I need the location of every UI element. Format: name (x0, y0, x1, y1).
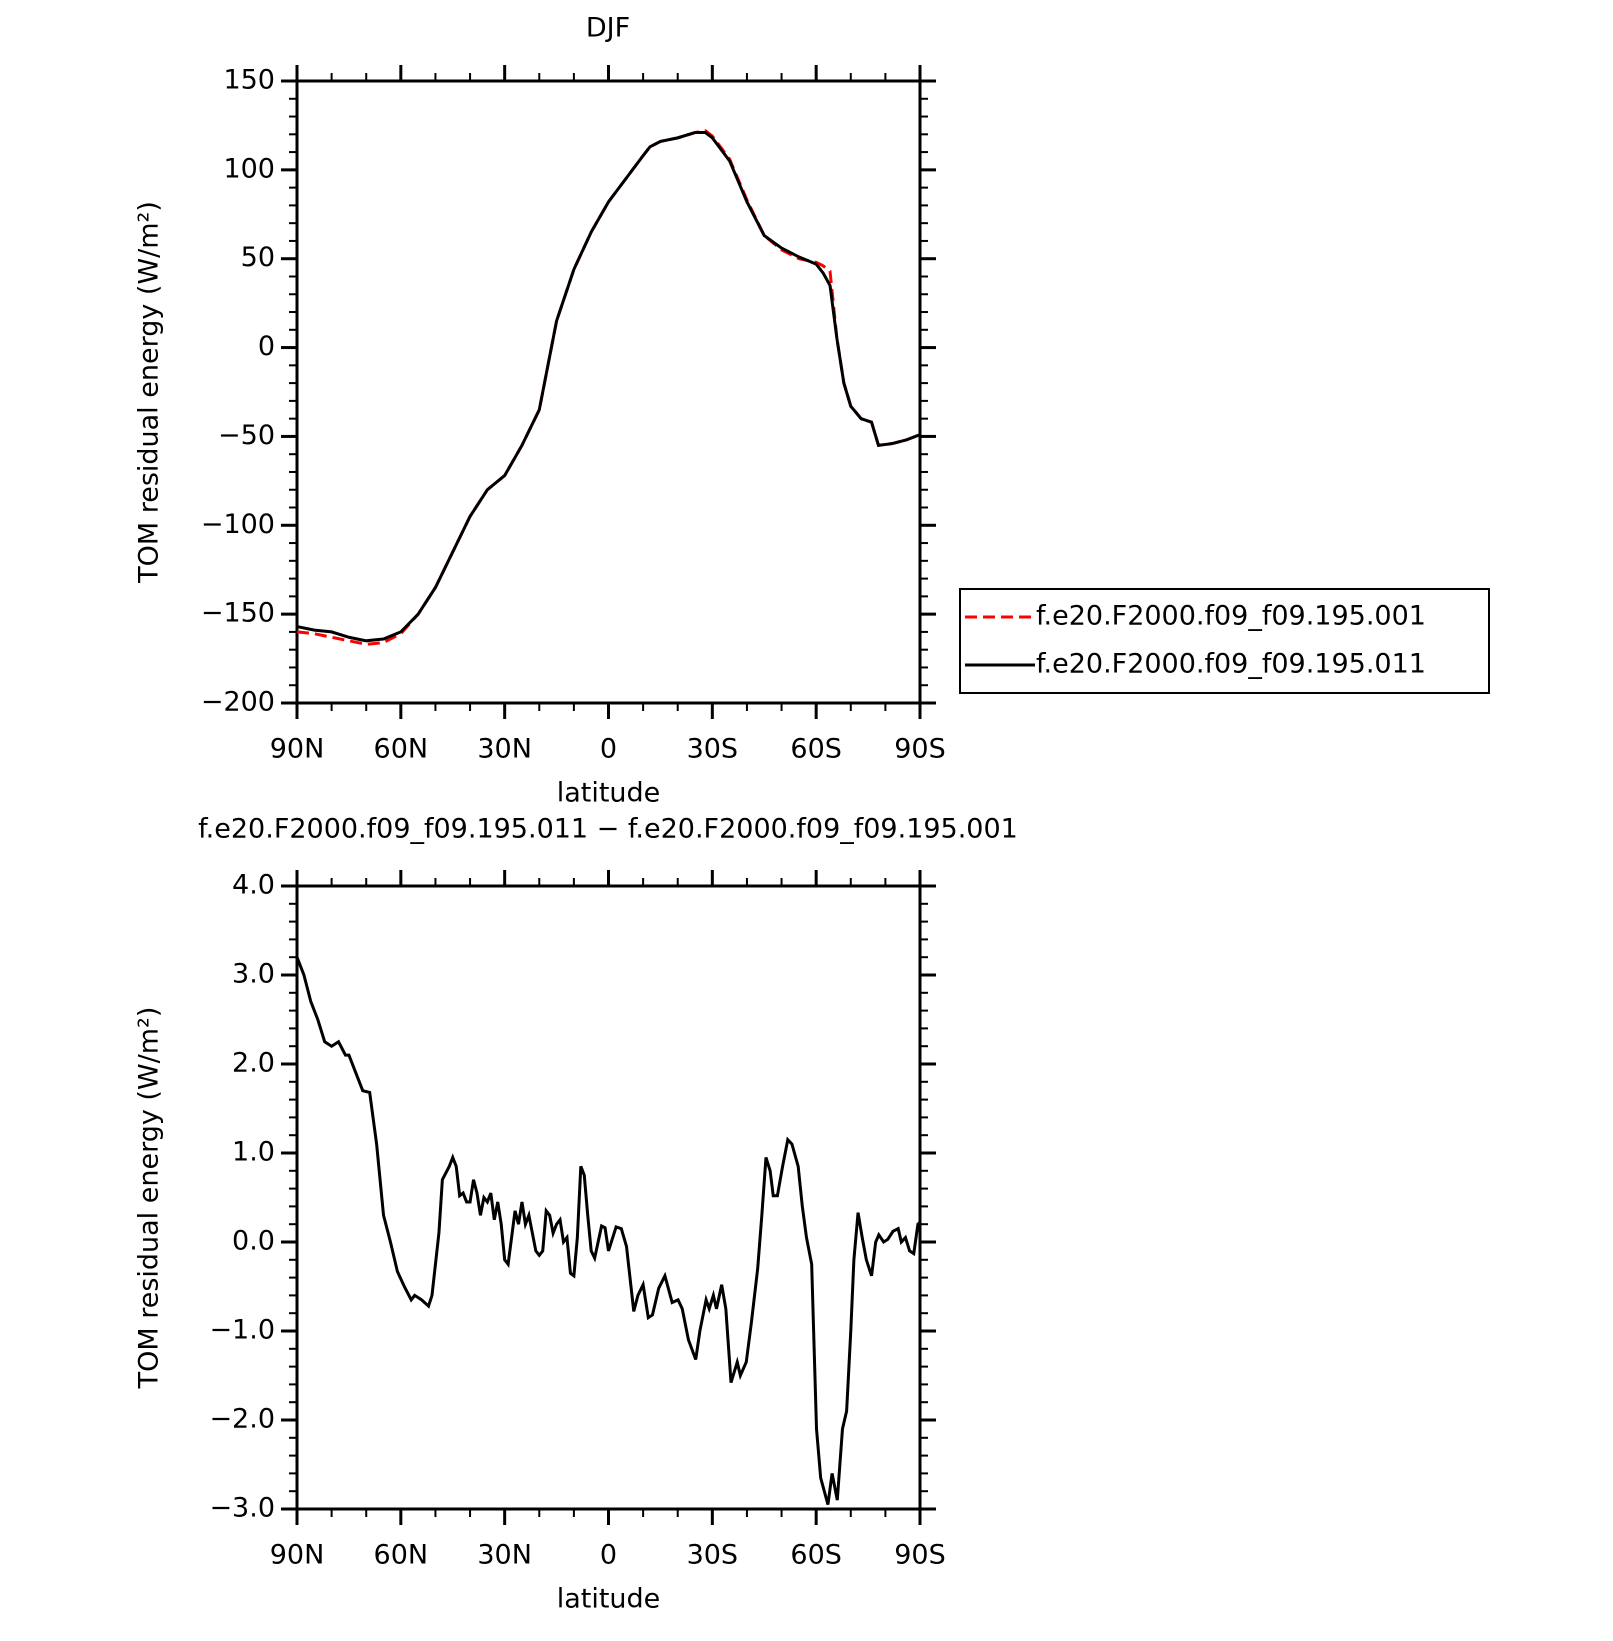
y-tick-label: −100 (201, 509, 275, 540)
chart-title: DJF (586, 13, 630, 44)
x-tick-label: 90S (894, 734, 946, 765)
x-axis-label: latitude (557, 778, 661, 809)
x-tick-label: 90N (270, 1540, 325, 1571)
y-tick-label: 150 (223, 65, 275, 96)
y-tick-label: −3.0 (209, 1493, 275, 1524)
x-tick-label: 30N (477, 1540, 532, 1571)
y-tick-label: −200 (201, 687, 275, 718)
x-tick-label: 30N (477, 734, 532, 765)
y-tick-label: 0 (258, 331, 275, 362)
plot-frame (295, 79, 922, 705)
y-tick-label: 50 (241, 242, 275, 273)
y-tick-label: −50 (218, 420, 275, 451)
y-tick-label: 100 (223, 153, 275, 184)
legend-label: f.e20.F2000.f09_f09.195.011 (1036, 649, 1426, 680)
x-tick-label: 90S (894, 1540, 946, 1571)
y-tick-label: 0.0 (232, 1226, 275, 1257)
plot-frame (295, 884, 922, 1511)
legend-box (959, 588, 1490, 694)
y-axis-label: TOM residual energy (W/m²) (134, 201, 165, 584)
x-tick-label: 30S (687, 734, 739, 765)
x-tick-label: 0 (600, 1540, 617, 1571)
x-tick-label: 90N (270, 734, 325, 765)
data-line (296, 129, 921, 646)
y-tick-label: 2.0 (232, 1048, 275, 1079)
y-tick-label: −2.0 (209, 1404, 275, 1435)
y-axis-label: TOM residual energy (W/m²) (134, 1007, 165, 1390)
data-line (296, 131, 921, 643)
x-tick-label: 60S (790, 734, 842, 765)
chart-title: f.e20.F2000.f09_f09.195.011 − f.e20.F200… (198, 814, 1018, 845)
x-tick-label: 60S (790, 1540, 842, 1571)
y-tick-label: −1.0 (209, 1315, 275, 1346)
y-tick-label: 4.0 (232, 870, 275, 901)
y-tick-label: 1.0 (232, 1137, 275, 1168)
x-tick-label: 60N (374, 734, 429, 765)
y-tick-label: −150 (201, 598, 275, 629)
x-axis-label: latitude (557, 1584, 661, 1615)
x-tick-label: 60N (374, 1540, 429, 1571)
x-tick-label: 30S (687, 1540, 739, 1571)
y-tick-label: 3.0 (232, 959, 275, 990)
x-tick-label: 0 (600, 734, 617, 765)
data-line (295, 956, 921, 1505)
legend-label: f.e20.F2000.f09_f09.195.001 (1036, 601, 1426, 632)
